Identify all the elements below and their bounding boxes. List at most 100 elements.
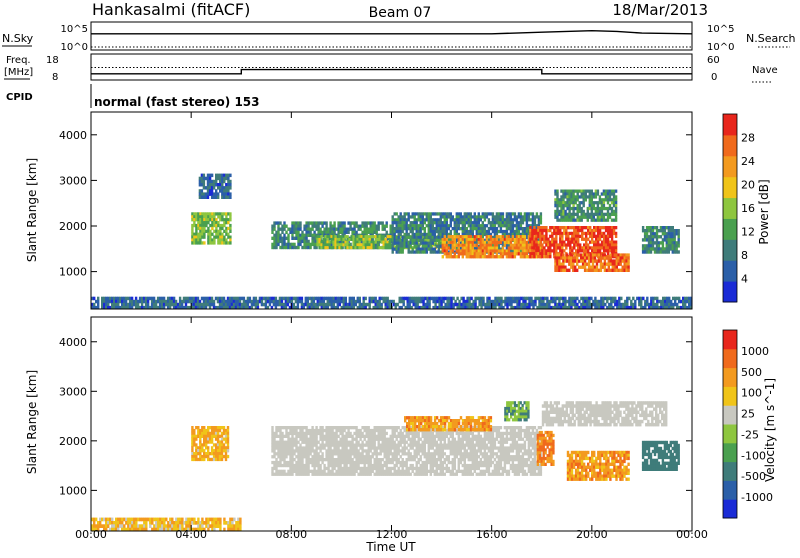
heatmap-cell	[564, 303, 566, 307]
heatmap-cell	[363, 246, 365, 249]
heatmap-cell	[462, 297, 464, 301]
heatmap-cell	[604, 266, 606, 269]
heatmap-cell	[203, 174, 205, 178]
heatmap-cell	[361, 225, 363, 228]
heatmap-cell	[587, 210, 589, 213]
heatmap-cell	[430, 245, 432, 248]
heatmap-cell	[271, 429, 273, 432]
heatmap-cell	[472, 230, 474, 233]
heatmap-cell	[562, 253, 564, 256]
heatmap-cell	[406, 221, 408, 224]
heatmap-cell	[341, 432, 343, 435]
heatmap-cell	[225, 189, 227, 193]
heatmap-cell	[213, 215, 215, 218]
heatmap-cell	[365, 297, 367, 301]
heatmap-cell	[536, 212, 538, 215]
heatmap-cell	[225, 183, 227, 187]
heatmap-cell	[297, 441, 299, 444]
heatmap-cell	[283, 234, 285, 237]
heatmap-cell	[670, 300, 672, 304]
heatmap-cell	[585, 235, 587, 238]
heatmap-cell	[221, 215, 223, 218]
heatmap-cell	[229, 215, 231, 218]
heatmap-cell	[424, 230, 426, 233]
heatmap-cell	[607, 238, 609, 241]
heatmap-cell	[402, 230, 404, 233]
heatmap-cell	[537, 249, 539, 252]
heatmap-cell	[440, 218, 442, 221]
heatmap-cell	[207, 192, 209, 196]
heatmap-cell	[545, 235, 547, 238]
heatmap-cell	[549, 229, 551, 232]
heatmap-cell	[279, 221, 281, 224]
heatmap-cell	[353, 473, 355, 476]
heatmap-cell	[386, 221, 388, 224]
heatmap-cell	[409, 303, 411, 307]
heatmap-cell	[203, 233, 205, 236]
heatmap-cell	[522, 221, 524, 224]
heatmap-cell	[482, 230, 484, 233]
heatmap-cell	[678, 241, 680, 244]
heatmap-cell	[351, 435, 353, 438]
heatmap-cell	[618, 300, 620, 304]
heatmap-cell	[615, 216, 617, 219]
heatmap-cell	[207, 221, 209, 224]
heatmap-cell	[321, 455, 323, 458]
heatmap-cell	[373, 246, 375, 249]
heatmap-cell	[229, 227, 231, 230]
heatmap-cell	[339, 464, 341, 467]
heatmap-cell	[589, 226, 591, 229]
heatmap-cell	[337, 446, 339, 449]
heatmap-cell	[281, 231, 283, 234]
heatmap-cell	[668, 297, 670, 301]
heatmap-cell	[650, 250, 652, 253]
heatmap-cell	[355, 231, 357, 234]
heatmap-cell	[191, 227, 193, 230]
heatmap-cell	[213, 300, 215, 304]
heatmap-cell	[428, 300, 430, 304]
heatmap-cell	[392, 245, 394, 248]
heatmap-cell	[600, 269, 602, 272]
heatmap-cell	[318, 238, 320, 241]
heatmap-cell	[628, 297, 630, 301]
heatmap-cell	[305, 237, 307, 240]
heatmap-cell	[217, 196, 219, 200]
heatmap-cell	[229, 241, 231, 244]
heatmap-cell	[510, 303, 512, 307]
heatmap-cell	[534, 221, 536, 224]
heatmap-cell	[408, 212, 410, 215]
heatmap-cell	[478, 212, 480, 215]
heatmap-cell	[281, 432, 283, 435]
heatmap-cell	[458, 300, 460, 304]
heatmap-cell	[678, 238, 680, 241]
heatmap-cell	[229, 212, 231, 215]
heatmap-cell	[301, 432, 303, 435]
heatmap-cell	[482, 212, 484, 215]
heatmap-cell	[408, 248, 410, 251]
heatmap-cell	[203, 186, 205, 190]
heatmap-cell	[219, 230, 221, 233]
heatmap-cell	[615, 210, 617, 213]
heatmap-cell	[201, 189, 203, 193]
heatmap-cell	[223, 236, 225, 239]
heatmap-cell	[213, 192, 215, 196]
heatmap-cell	[567, 235, 569, 238]
heatmap-cell	[389, 303, 391, 307]
heatmap-cell	[320, 241, 322, 244]
heatmap-cell	[315, 438, 317, 441]
heatmap-cell	[561, 235, 563, 238]
heatmap-cell	[597, 204, 599, 207]
heatmap-cell	[360, 238, 362, 241]
colorbar-swatch	[723, 177, 737, 198]
heatmap-cell	[561, 238, 563, 241]
heatmap-cell	[540, 221, 542, 224]
heatmap-cell	[193, 221, 195, 224]
heatmap-cell	[215, 189, 217, 193]
heatmap-cell	[297, 231, 299, 234]
heatmap-cell	[615, 235, 617, 238]
heatmap-cell	[219, 183, 221, 187]
power-colorbar-label: Power [dB]	[757, 179, 771, 244]
heatmap-cell	[406, 239, 408, 242]
heatmap-cell	[614, 297, 616, 301]
